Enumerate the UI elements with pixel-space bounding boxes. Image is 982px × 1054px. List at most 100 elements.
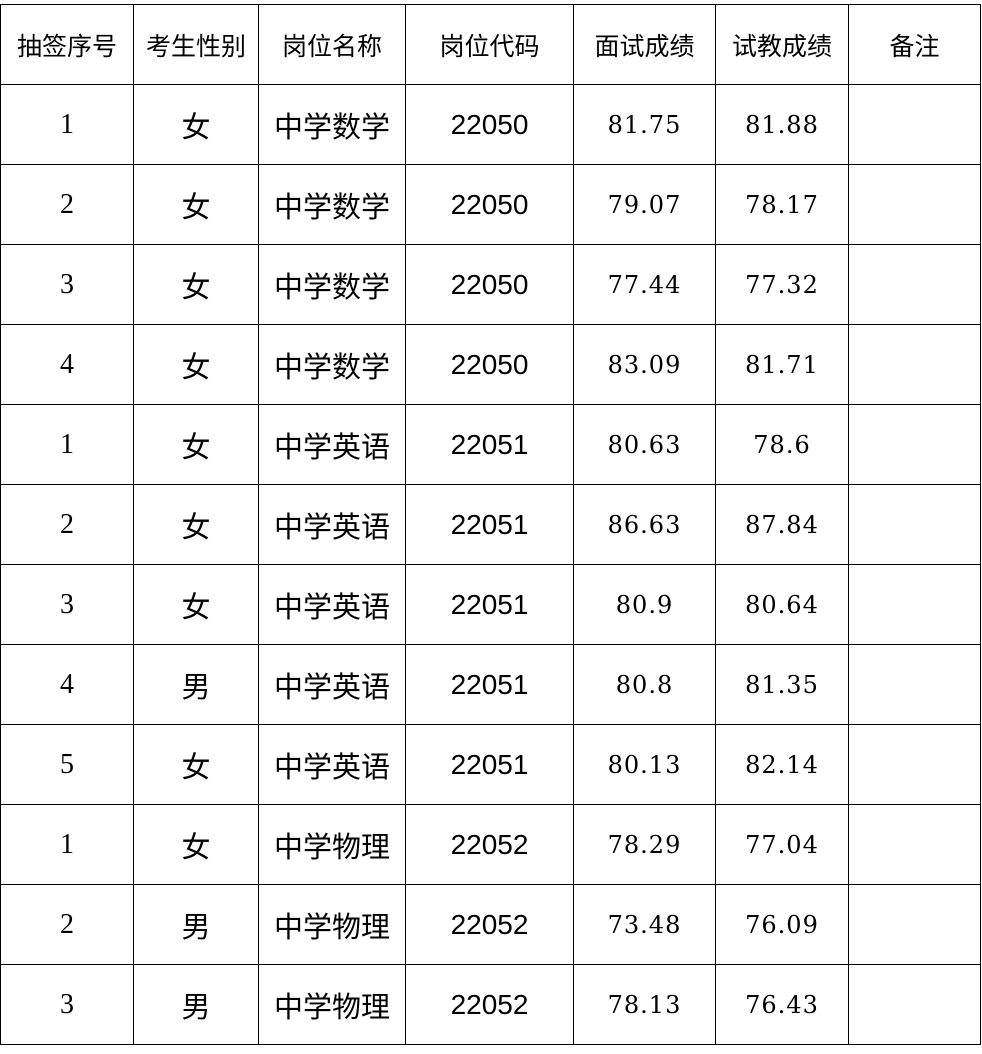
cell-gender: 女 [133, 404, 259, 485]
table-row: 4 女中学数学 22050 83.09 81.71 [0, 324, 981, 405]
cell-remarks [848, 964, 981, 1045]
table-row: 3 男中学物理 22052 78.13 76.43 [0, 964, 981, 1045]
cell-gender: 女 [133, 484, 259, 565]
cell-interview-score: 81.75 [573, 84, 716, 165]
cell-position-code: 22051 [405, 484, 574, 565]
table-row: 1 女中学数学 22050 81.75 81.88 [0, 84, 981, 165]
table-row: 3 女中学英语 22051 80.9 80.64 [0, 564, 981, 645]
cell-position-code: 22050 [405, 324, 574, 405]
cell-remarks [848, 324, 981, 405]
cell-teaching-score: 76.09 [715, 884, 849, 965]
cell-position-name: 中学英语 [258, 484, 406, 565]
header-remarks: 备注 [848, 4, 981, 85]
table-row: 1 女中学物理 22052 78.29 77.04 [0, 804, 981, 885]
table-row: 1 女中学英语 22051 80.63 78.6 [0, 404, 981, 485]
cell-interview-score: 80.63 [573, 404, 716, 485]
cell-teaching-score: 77.04 [715, 804, 849, 885]
cell-draw-number: 2 [0, 484, 134, 565]
cell-remarks [848, 484, 981, 565]
cell-teaching-score: 78.6 [715, 404, 849, 485]
header-interview-score: 面试成绩 [573, 4, 716, 85]
cell-position-name: 中学物理 [258, 964, 406, 1045]
cell-position-name: 中学数学 [258, 324, 406, 405]
table-row: 4 男中学英语 22051 80.8 81.35 [0, 644, 981, 725]
cell-remarks [848, 404, 981, 485]
cell-interview-score: 77.44 [573, 244, 716, 325]
cell-position-code: 22050 [405, 84, 574, 165]
cell-gender: 女 [133, 84, 259, 165]
cell-position-name: 中学数学 [258, 84, 406, 165]
cell-remarks [848, 84, 981, 165]
cell-position-name: 中学英语 [258, 724, 406, 805]
cell-position-code: 22052 [405, 804, 574, 885]
cell-position-name: 中学物理 [258, 804, 406, 885]
cell-interview-score: 79.07 [573, 164, 716, 245]
cell-teaching-score: 76.43 [715, 964, 849, 1045]
cell-interview-score: 78.13 [573, 964, 716, 1045]
cell-position-name: 中学物理 [258, 884, 406, 965]
table-row: 2 女中学数学 22050 79.07 78.17 [0, 164, 981, 245]
cell-position-code: 22051 [405, 404, 574, 485]
cell-draw-number: 1 [0, 84, 134, 165]
cell-position-code: 22050 [405, 164, 574, 245]
cell-position-code: 22051 [405, 564, 574, 645]
cell-position-code: 22051 [405, 724, 574, 805]
cell-interview-score: 73.48 [573, 884, 716, 965]
cell-teaching-score: 78.17 [715, 164, 849, 245]
cell-draw-number: 3 [0, 244, 134, 325]
cell-remarks [848, 164, 981, 245]
table-row: 2 女中学英语 22051 86.63 87.84 [0, 484, 981, 565]
header-position-code: 岗位代码 [405, 4, 574, 85]
cell-gender: 女 [133, 244, 259, 325]
table-row: 2 男中学物理 22052 73.48 76.09 [0, 884, 981, 965]
cell-teaching-score: 81.35 [715, 644, 849, 725]
cell-draw-number: 5 [0, 724, 134, 805]
cell-draw-number: 1 [0, 804, 134, 885]
cell-interview-score: 80.9 [573, 564, 716, 645]
cell-teaching-score: 87.84 [715, 484, 849, 565]
cell-teaching-score: 77.32 [715, 244, 849, 325]
cell-gender: 女 [133, 564, 259, 645]
cell-draw-number: 2 [0, 884, 134, 965]
cell-gender: 女 [133, 724, 259, 805]
cell-gender: 男 [133, 884, 259, 965]
cell-remarks [848, 884, 981, 965]
cell-teaching-score: 80.64 [715, 564, 849, 645]
cell-position-code: 22051 [405, 644, 574, 725]
table-row: 5 女中学英语 22051 80.13 82.14 [0, 724, 981, 805]
score-table: 抽签序号 考生性别 岗位名称 岗位代码 面试成绩 试教成绩 备注 1 女中学数学 2… [0, 4, 981, 1045]
cell-position-name: 中学英语 [258, 404, 406, 485]
cell-gender: 女 [133, 164, 259, 245]
header-draw-number: 抽签序号 [0, 4, 134, 85]
cell-interview-score: 86.63 [573, 484, 716, 565]
cell-teaching-score: 82.14 [715, 724, 849, 805]
cell-position-name: 中学数学 [258, 244, 406, 325]
cell-position-code: 22052 [405, 884, 574, 965]
cell-remarks [848, 804, 981, 885]
header-teaching-score: 试教成绩 [715, 4, 849, 85]
cell-position-code: 22052 [405, 964, 574, 1045]
cell-remarks [848, 644, 981, 725]
cell-draw-number: 3 [0, 564, 134, 645]
cell-draw-number: 1 [0, 404, 134, 485]
header-position-name: 岗位名称 [258, 4, 406, 85]
cell-position-name: 中学英语 [258, 564, 406, 645]
table-row: 3 女中学数学 22050 77.44 77.32 [0, 244, 981, 325]
cell-teaching-score: 81.88 [715, 84, 849, 165]
cell-position-name: 中学数学 [258, 164, 406, 245]
cell-gender: 女 [133, 804, 259, 885]
cell-interview-score: 83.09 [573, 324, 716, 405]
header-gender: 考生性别 [133, 4, 259, 85]
cell-teaching-score: 81.71 [715, 324, 849, 405]
cell-gender: 男 [133, 644, 259, 725]
cell-draw-number: 2 [0, 164, 134, 245]
cell-gender: 女 [133, 324, 259, 405]
cell-remarks [848, 564, 981, 645]
cell-position-code: 22050 [405, 244, 574, 325]
cell-remarks [848, 244, 981, 325]
cell-interview-score: 80.8 [573, 644, 716, 725]
cell-interview-score: 78.29 [573, 804, 716, 885]
cell-draw-number: 3 [0, 964, 134, 1045]
cell-gender: 男 [133, 964, 259, 1045]
cell-remarks [848, 724, 981, 805]
